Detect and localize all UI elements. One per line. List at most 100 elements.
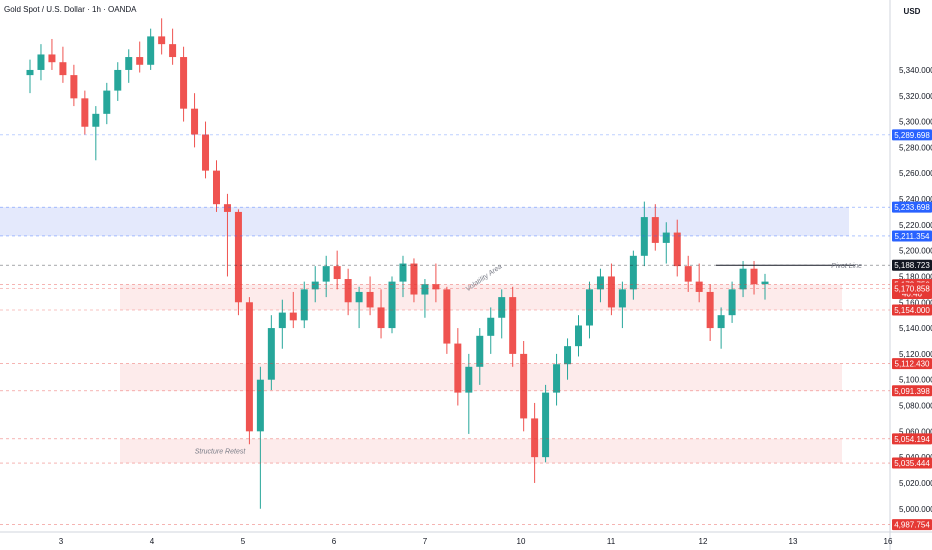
- candle-body-26: [311, 281, 319, 290]
- candle-body-44: [509, 297, 517, 354]
- level-badge-label-7: 5,112.430: [895, 360, 931, 369]
- level-badge-sub-4: 40:46: [902, 290, 923, 299]
- y-tick-5160: 5,160.000: [899, 298, 932, 307]
- candle-body-32: [377, 307, 385, 329]
- level-badge-label-9: 5,054.194: [894, 435, 930, 444]
- zone-resistance-0: [0, 207, 849, 236]
- candle-body-58: [662, 232, 670, 243]
- candle-body-23: [278, 312, 286, 329]
- candle-body-3: [59, 62, 67, 76]
- candle-body-17: [212, 170, 220, 205]
- y-tick-5140: 5,140.000: [899, 324, 932, 333]
- candle-body-61: [695, 281, 703, 292]
- candle-body-21: [256, 379, 264, 432]
- y-tick-5340: 5,340.000: [899, 66, 932, 75]
- y-tick-5220: 5,220.000: [899, 221, 932, 230]
- candle-body-65: [739, 268, 747, 290]
- y-tick-5320: 5,320.000: [899, 92, 932, 101]
- candle-body-60: [684, 266, 692, 282]
- level-badge-3: [892, 259, 932, 271]
- y-tick-5080: 5,080.000: [899, 402, 932, 411]
- candle-body-11: [147, 36, 155, 65]
- level-badge-2: [892, 230, 932, 242]
- zones-layer: [0, 207, 849, 464]
- candle-body-25: [300, 289, 308, 321]
- candle-body-66: [750, 268, 758, 285]
- level-badge-label-5: 5,170.858: [894, 284, 930, 293]
- x-tick-7: 7: [423, 537, 428, 546]
- candle-body-64: [728, 289, 736, 316]
- y-tick-5200: 5,200.000: [899, 247, 932, 256]
- candle-body-59: [673, 232, 681, 267]
- candle-body-56: [640, 217, 648, 256]
- level-badge-label-0: 5,289.698: [894, 131, 930, 140]
- candle-body-35: [410, 263, 418, 295]
- currency-label: USD: [904, 7, 921, 16]
- candle-body-48: [553, 364, 561, 393]
- candle-body-67: [761, 281, 769, 285]
- zone-support-2: [120, 363, 842, 391]
- candle-body-2: [48, 54, 56, 63]
- x-tick-16: 16: [884, 537, 893, 546]
- candle-body-16: [202, 134, 210, 171]
- y-tick-5100: 5,100.000: [899, 376, 932, 385]
- candle-body-12: [158, 36, 166, 45]
- candle-body-63: [717, 315, 725, 329]
- candle-body-22: [267, 328, 275, 380]
- candle-body-30: [355, 291, 363, 303]
- y-tick-5180: 5,180.000: [899, 272, 932, 281]
- candle-body-1: [37, 54, 45, 70]
- level-badge-label-2: 5,211.354: [895, 232, 931, 241]
- candle-body-33: [388, 281, 396, 329]
- candle-body-31: [366, 291, 374, 308]
- candle-body-7: [103, 90, 111, 114]
- level-badge-label-8: 5,091.398: [894, 387, 930, 396]
- candle-body-18: [223, 204, 231, 212]
- candle-body-29: [344, 279, 352, 303]
- candle-body-43: [498, 297, 506, 318]
- y-tick-5260: 5,260.000: [899, 169, 932, 178]
- candle-body-27: [322, 266, 330, 282]
- candle-body-0: [26, 69, 34, 76]
- level-badge-8: [892, 385, 932, 397]
- candle-body-55: [629, 255, 637, 290]
- candle-body-41: [476, 335, 484, 367]
- candle-body-45: [520, 353, 528, 419]
- candle-body-53: [607, 276, 615, 308]
- y-tick-5000: 5,000.000: [899, 505, 932, 514]
- candle-body-54: [618, 289, 626, 308]
- level-badge-6: [892, 304, 932, 316]
- symbol-title[interactable]: Gold Spot / U.S. Dollar · 1h · OANDA: [4, 5, 137, 14]
- candle-body-9: [125, 57, 133, 70]
- candle-body-24: [289, 312, 297, 321]
- y-tick-5240: 5,240.000: [899, 195, 932, 204]
- candles-layer[interactable]: [26, 18, 769, 509]
- level-badge-11: [892, 519, 932, 531]
- time-axis[interactable]: 3 4 5 6 7 10 11 12 13 16: [59, 537, 893, 546]
- candle-body-36: [421, 284, 429, 295]
- x-tick-12: 12: [699, 537, 708, 546]
- level-badge-label-10: 5,035.444: [894, 459, 930, 468]
- x-tick-4: 4: [150, 537, 155, 546]
- candle-body-14: [180, 57, 188, 109]
- x-tick-10: 10: [517, 537, 526, 546]
- candle-body-46: [531, 418, 539, 458]
- candle-body-51: [585, 289, 593, 326]
- zone-support-3: [120, 438, 842, 464]
- y-tick-5020: 5,020.000: [899, 479, 932, 488]
- candle-body-19: [234, 211, 242, 303]
- x-tick-3: 3: [59, 537, 64, 546]
- candle-body-28: [333, 266, 341, 280]
- candle-body-40: [465, 366, 473, 393]
- level-badge-label-11: 4,987.754: [894, 521, 930, 530]
- candle-body-37: [432, 284, 440, 290]
- level-badge-1: [892, 201, 932, 213]
- level-badge-0: [892, 129, 932, 141]
- x-tick-13: 13: [789, 537, 798, 546]
- candle-body-10: [136, 57, 144, 65]
- candle-body-39: [454, 343, 462, 393]
- candle-body-8: [114, 69, 122, 91]
- x-tick-11: 11: [607, 537, 616, 546]
- price-axis[interactable]: USD5,000.0005,020.0005,040.0005,060.0005…: [892, 7, 932, 531]
